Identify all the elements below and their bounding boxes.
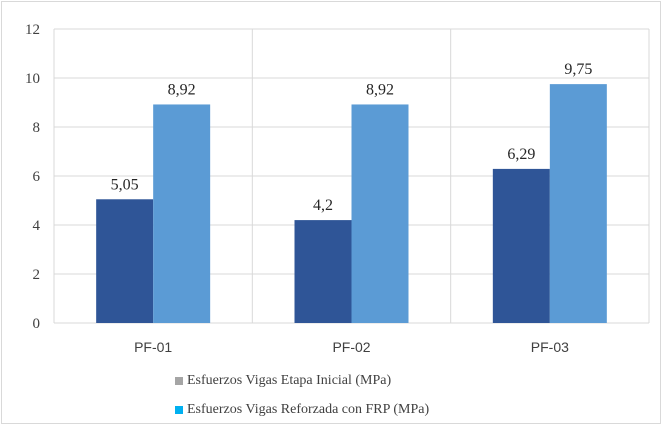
legend-swatch-reforzada-frp: [175, 405, 183, 414]
y-tick-label: 8: [33, 120, 41, 136]
data-label: 6,29: [507, 146, 535, 163]
legend-label-etapa-inicial: Esfuerzos Vigas Etapa Inicial (MPa): [187, 372, 392, 388]
y-tick-label: 12: [25, 22, 40, 38]
y-tick-label: 4: [33, 218, 41, 234]
bar-pf-02-s2: [351, 104, 409, 324]
legend-swatch-etapa-inicial: [175, 376, 183, 385]
bar-pf-01-s2: [153, 104, 211, 324]
legend-item-etapa-inicial: Esfuerzos Vigas Etapa Inicial (MPa): [175, 366, 429, 395]
legend-item-reforzada-frp: Esfuerzos Vigas Reforzada con FRP (MPa): [175, 395, 429, 424]
y-tick-label: 2: [33, 267, 41, 283]
y-tick-label: 0: [33, 316, 41, 332]
data-label: 8,92: [168, 81, 196, 98]
data-label: 5,05: [111, 176, 139, 193]
bar-pf-02-s1: [294, 220, 352, 323]
y-tick-label: 6: [33, 169, 41, 185]
x-category-label: PF-03: [531, 339, 569, 355]
data-label: 4,2: [313, 197, 333, 214]
bar-pf-03-s2: [549, 84, 607, 323]
chart-legend: Esfuerzos Vigas Etapa Inicial (MPa) Esfu…: [175, 366, 429, 424]
bar-pf-01-s1: [96, 199, 154, 323]
data-label: 9,75: [564, 61, 592, 78]
x-category-label: PF-02: [332, 339, 370, 355]
data-label: 8,92: [366, 81, 394, 98]
bar-pf-03-s1: [492, 168, 550, 323]
y-tick-label: 10: [25, 71, 40, 87]
legend-label-reforzada-frp: Esfuerzos Vigas Reforzada con FRP (MPa): [187, 401, 430, 417]
x-category-label: PF-01: [134, 339, 172, 355]
